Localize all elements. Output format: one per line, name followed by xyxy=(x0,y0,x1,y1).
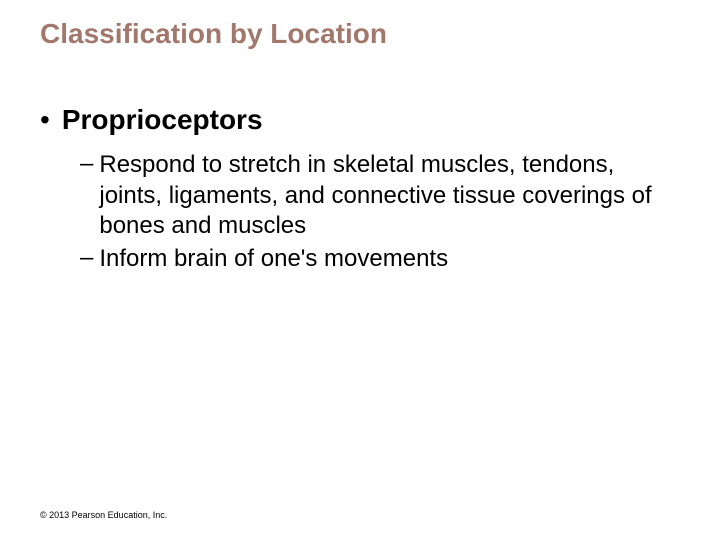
bullet-marker: – xyxy=(80,244,93,272)
bullet-text: Inform brain of one's movements xyxy=(99,244,448,275)
slide-title: Classification by Location xyxy=(40,18,680,50)
list-item: • Proprioceptors xyxy=(40,104,680,136)
bullet-marker: • xyxy=(40,106,50,134)
slide-container: Classification by Location • Propriocept… xyxy=(0,0,720,540)
bullet-marker: – xyxy=(80,150,93,178)
bullet-text: Proprioceptors xyxy=(62,104,263,136)
bullet-text: Respond to stretch in skeletal muscles, … xyxy=(99,150,680,242)
sub-list: – Respond to stretch in skeletal muscles… xyxy=(40,150,680,275)
copyright-text: © 2013 Pearson Education, Inc. xyxy=(40,510,167,520)
list-item: – Respond to stretch in skeletal muscles… xyxy=(80,150,680,242)
list-item: – Inform brain of one's movements xyxy=(80,244,680,275)
slide-content: • Proprioceptors – Respond to stretch in… xyxy=(40,104,680,275)
